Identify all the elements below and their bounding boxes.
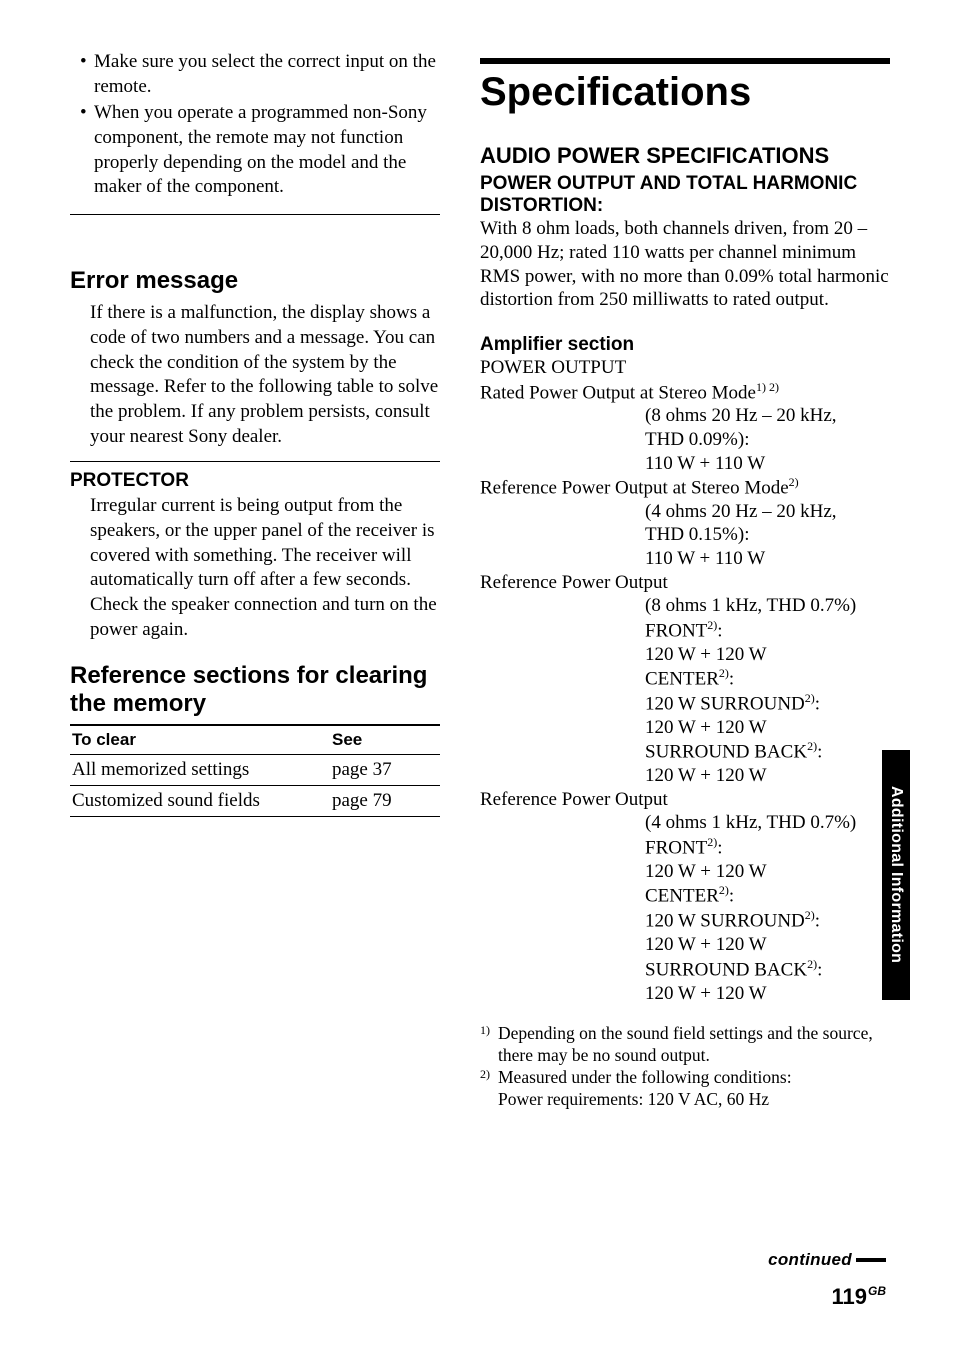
spec-line: 120 W + 120 W — [645, 716, 890, 740]
side-tab-additional-information: Additional Information — [882, 750, 910, 1000]
list-item: •When you operate a programmed non-Sony … — [80, 101, 440, 200]
spec-line: 110 W + 110 W — [645, 452, 890, 476]
bullet-list: •Make sure you select the correct input … — [80, 50, 440, 200]
cell: page 79 — [330, 785, 440, 816]
ref-power-stereo-label: Reference Power Output at Stereo Mode2) — [480, 475, 890, 500]
spec-line: 120 W SURROUND2): — [645, 908, 890, 933]
divider — [70, 214, 440, 215]
power-output-thd-body: With 8 ohm loads, both channels driven, … — [480, 217, 890, 312]
cell: page 37 — [330, 754, 440, 785]
error-message-heading: Error message — [70, 267, 440, 295]
spec-line: FRONT2): — [645, 835, 890, 860]
spec-line: SURROUND BACK2): — [645, 957, 890, 982]
page-number: 119GB — [832, 1284, 887, 1310]
power-output-thd-heading: POWER OUTPUT AND TOTAL HARMONIC DISTORTI… — [480, 173, 890, 217]
cell: All memorized settings — [70, 754, 330, 785]
ref-power-label: Reference Power Output — [480, 571, 890, 595]
superscript: 1) 2) — [756, 380, 779, 394]
label-text: Reference Power Output at Stereo Mode — [480, 477, 789, 498]
label-text: Rated Power Output at Stereo Mode — [480, 382, 756, 403]
protector-heading: PROTECTOR — [70, 466, 440, 492]
divider — [70, 461, 440, 462]
spec-line: THD 0.15%): — [645, 523, 890, 547]
footnote-text: Power requirements: 120 V AC, 60 Hz — [498, 1089, 769, 1109]
spec-line: (8 ohms 20 Hz – 20 kHz, — [645, 404, 890, 428]
col-header-to-clear: To clear — [70, 725, 330, 755]
spec-line: 120 W + 120 W — [645, 643, 890, 667]
spec-line: 120 W + 120 W — [645, 982, 890, 1006]
power-output-label: POWER OUTPUT — [480, 356, 890, 380]
spec-line: SURROUND BACK2): — [645, 739, 890, 764]
rated-power-label: Rated Power Output at Stereo Mode1) 2) — [480, 380, 890, 405]
footnote-text: Depending on the sound field settings an… — [498, 1023, 890, 1067]
error-message-body: If there is a malfunction, the display s… — [90, 301, 440, 449]
reference-sections-heading: Reference sections for clearing the memo… — [70, 662, 440, 717]
footnotes: 1) Depending on the sound field settings… — [480, 1023, 890, 1111]
specifications-title: Specifications — [480, 58, 890, 115]
cell: Customized sound fields — [70, 785, 330, 816]
spec-line: 120 W + 120 W — [645, 764, 890, 788]
spec-line: (4 ohms 20 Hz – 20 kHz, — [645, 500, 890, 524]
footnote-text: Measured under the following conditions: — [498, 1067, 792, 1087]
page-number-value: 119 — [832, 1284, 868, 1309]
continued-text: continued — [768, 1250, 852, 1270]
footnote: 1) Depending on the sound field settings… — [480, 1023, 890, 1067]
footnote-mark: 1) — [480, 1023, 498, 1067]
spec-line: THD 0.09%): — [645, 428, 890, 452]
continued-label: continued — [768, 1250, 886, 1270]
spec-line: (4 ohms 1 kHz, THD 0.7%) — [645, 811, 890, 835]
superscript: 2) — [789, 475, 799, 489]
page-number-suffix: GB — [868, 1284, 886, 1298]
spec-line: (8 ohms 1 kHz, THD 0.7%) — [645, 594, 890, 618]
col-header-see: See — [330, 725, 440, 755]
continued-line-icon — [856, 1258, 886, 1262]
bullet-text: Make sure you select the correct input o… — [94, 50, 440, 99]
spec-line: 110 W + 110 W — [645, 547, 890, 571]
ref-power-label: Reference Power Output — [480, 788, 890, 812]
clear-memory-table: To clear See All memorized settings page… — [70, 724, 440, 817]
spec-line: 120 W + 120 W — [645, 933, 890, 957]
spec-line: CENTER2): — [645, 666, 890, 691]
spec-line: CENTER2): — [645, 883, 890, 908]
table-row: Customized sound fields page 79 — [70, 785, 440, 816]
spec-line: FRONT2): — [645, 618, 890, 643]
protector-body: Irregular current is being output from t… — [90, 494, 440, 642]
spec-line: 120 W + 120 W — [645, 860, 890, 884]
footnote: 2) Measured under the following conditio… — [480, 1067, 890, 1111]
audio-power-heading: AUDIO POWER SPECIFICATIONS — [480, 143, 890, 169]
table-row: All memorized settings page 37 — [70, 754, 440, 785]
spec-line: 120 W SURROUND2): — [645, 691, 890, 716]
footnote-mark: 2) — [480, 1067, 498, 1111]
amplifier-section-heading: Amplifier section — [480, 334, 890, 356]
list-item: •Make sure you select the correct input … — [80, 50, 440, 99]
bullet-text: When you operate a programmed non-Sony c… — [94, 101, 440, 200]
